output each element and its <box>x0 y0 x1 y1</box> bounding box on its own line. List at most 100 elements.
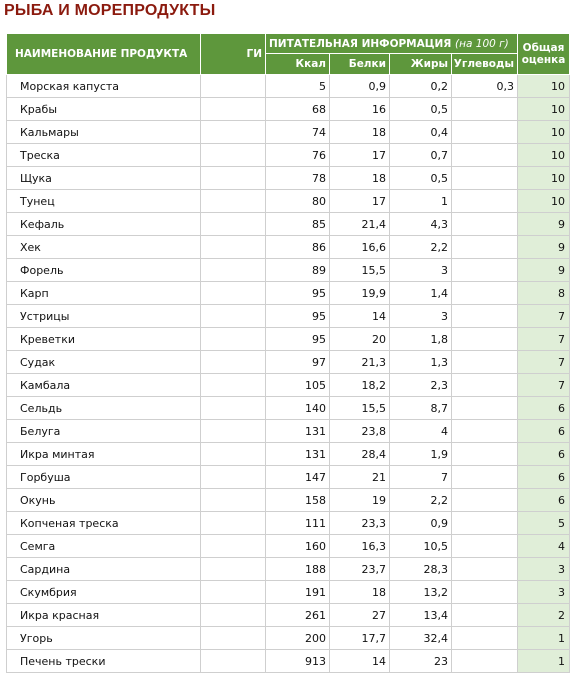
cell-fat: 10,5 <box>389 534 452 558</box>
cell-score: 10 <box>517 189 570 213</box>
cell-carbs <box>451 350 518 374</box>
cell-name: Кефаль <box>6 212 201 236</box>
cell-gi <box>200 534 266 558</box>
table-row: Копченая треска 111 23,3 0,9 5 <box>6 511 570 535</box>
cell-gi <box>200 649 266 673</box>
table-row: Икра минтая 131 28,4 1,9 6 <box>6 442 570 466</box>
table-row: Семга 160 16,3 10,5 4 <box>6 534 570 558</box>
cell-name: Форель <box>6 258 201 282</box>
cell-name: Устрицы <box>6 304 201 328</box>
cell-carbs <box>451 580 518 604</box>
cell-protein: 23,7 <box>329 557 390 581</box>
table-row: Камбала 105 18,2 2,3 7 <box>6 373 570 397</box>
cell-carbs <box>451 534 518 558</box>
cell-gi <box>200 580 266 604</box>
cell-kcal: 131 <box>265 442 330 466</box>
cell-protein: 18 <box>329 166 390 190</box>
cell-score: 10 <box>517 74 570 98</box>
cell-fat: 4,3 <box>389 212 452 236</box>
cell-kcal: 76 <box>265 143 330 167</box>
table-row: Кефаль 85 21,4 4,3 9 <box>6 212 570 236</box>
cell-gi <box>200 396 266 420</box>
table-row: Треска 76 17 0,7 10 <box>6 143 570 167</box>
cell-name: Копченая треска <box>6 511 201 535</box>
cell-kcal: 191 <box>265 580 330 604</box>
cell-name: Креветки <box>6 327 201 351</box>
cell-score: 1 <box>517 649 570 673</box>
table-row: Устрицы 95 14 3 7 <box>6 304 570 328</box>
cell-fat: 1,3 <box>389 350 452 374</box>
cell-score: 10 <box>517 120 570 144</box>
cell-carbs <box>451 143 518 167</box>
cell-score: 9 <box>517 258 570 282</box>
cell-score: 10 <box>517 97 570 121</box>
cell-kcal: 74 <box>265 120 330 144</box>
cell-fat: 2,2 <box>389 488 452 512</box>
cell-carbs <box>451 327 518 351</box>
cell-score: 6 <box>517 442 570 466</box>
cell-name: Горбуша <box>6 465 201 489</box>
cell-fat: 0,7 <box>389 143 452 167</box>
cell-protein: 17 <box>329 189 390 213</box>
cell-name: Угорь <box>6 626 201 650</box>
cell-gi <box>200 442 266 466</box>
cell-kcal: 160 <box>265 534 330 558</box>
cell-name: Треска <box>6 143 201 167</box>
cell-name: Морская капуста <box>6 74 201 98</box>
score-label-line2: оценка <box>521 54 566 66</box>
cell-name: Судак <box>6 350 201 374</box>
cell-gi <box>200 166 266 190</box>
cell-carbs <box>451 373 518 397</box>
cell-carbs: 0,3 <box>451 74 518 98</box>
cell-carbs <box>451 97 518 121</box>
cell-gi <box>200 304 266 328</box>
cell-gi <box>200 212 266 236</box>
cell-fat: 3 <box>389 304 452 328</box>
cell-name: Щука <box>6 166 201 190</box>
table-row: Щука 78 18 0,5 10 <box>6 166 570 190</box>
cell-score: 8 <box>517 281 570 305</box>
cell-protein: 0,9 <box>329 74 390 98</box>
cell-fat: 4 <box>389 419 452 443</box>
column-header-nutrition: ПИТАТЕЛЬНАЯ ИНФОРМАЦИЯ (на 100 г) <box>265 33 518 54</box>
table-row: Икра красная 261 27 13,4 2 <box>6 603 570 627</box>
cell-gi <box>200 488 266 512</box>
cell-kcal: 913 <box>265 649 330 673</box>
cell-carbs <box>451 235 518 259</box>
cell-fat: 7 <box>389 465 452 489</box>
cell-fat: 1,9 <box>389 442 452 466</box>
cell-carbs <box>451 396 518 420</box>
cell-protein: 21,3 <box>329 350 390 374</box>
cell-gi <box>200 235 266 259</box>
cell-kcal: 89 <box>265 258 330 282</box>
cell-protein: 16,6 <box>329 235 390 259</box>
column-header-carbs: Углеводы <box>451 53 518 75</box>
cell-fat: 3 <box>389 258 452 282</box>
cell-name: Сардина <box>6 557 201 581</box>
cell-gi <box>200 373 266 397</box>
cell-carbs <box>451 258 518 282</box>
cell-protein: 17 <box>329 143 390 167</box>
cell-name: Карп <box>6 281 201 305</box>
header-row-top: НАИМЕНОВАНИЕ ПРОДУКТА ГИ ПИТАТЕЛЬНАЯ ИНФ… <box>6 33 570 75</box>
cell-kcal: 85 <box>265 212 330 236</box>
cell-fat: 28,3 <box>389 557 452 581</box>
cell-fat: 0,9 <box>389 511 452 535</box>
cell-kcal: 80 <box>265 189 330 213</box>
cell-protein: 21 <box>329 465 390 489</box>
table-row: Скумбрия 191 18 13,2 3 <box>6 580 570 604</box>
nutrition-table: НАИМЕНОВАНИЕ ПРОДУКТА ГИ ПИТАТЕЛЬНАЯ ИНФ… <box>6 33 570 673</box>
cell-kcal: 158 <box>265 488 330 512</box>
cell-kcal: 111 <box>265 511 330 535</box>
cell-protein: 16 <box>329 97 390 121</box>
cell-name: Камбала <box>6 373 201 397</box>
cell-name: Икра красная <box>6 603 201 627</box>
cell-carbs <box>451 212 518 236</box>
cell-score: 4 <box>517 534 570 558</box>
cell-fat: 0,5 <box>389 166 452 190</box>
score-label-line1: Общая <box>522 42 565 54</box>
cell-protein: 15,5 <box>329 396 390 420</box>
cell-protein: 18,2 <box>329 373 390 397</box>
cell-carbs <box>451 603 518 627</box>
cell-fat: 8,7 <box>389 396 452 420</box>
